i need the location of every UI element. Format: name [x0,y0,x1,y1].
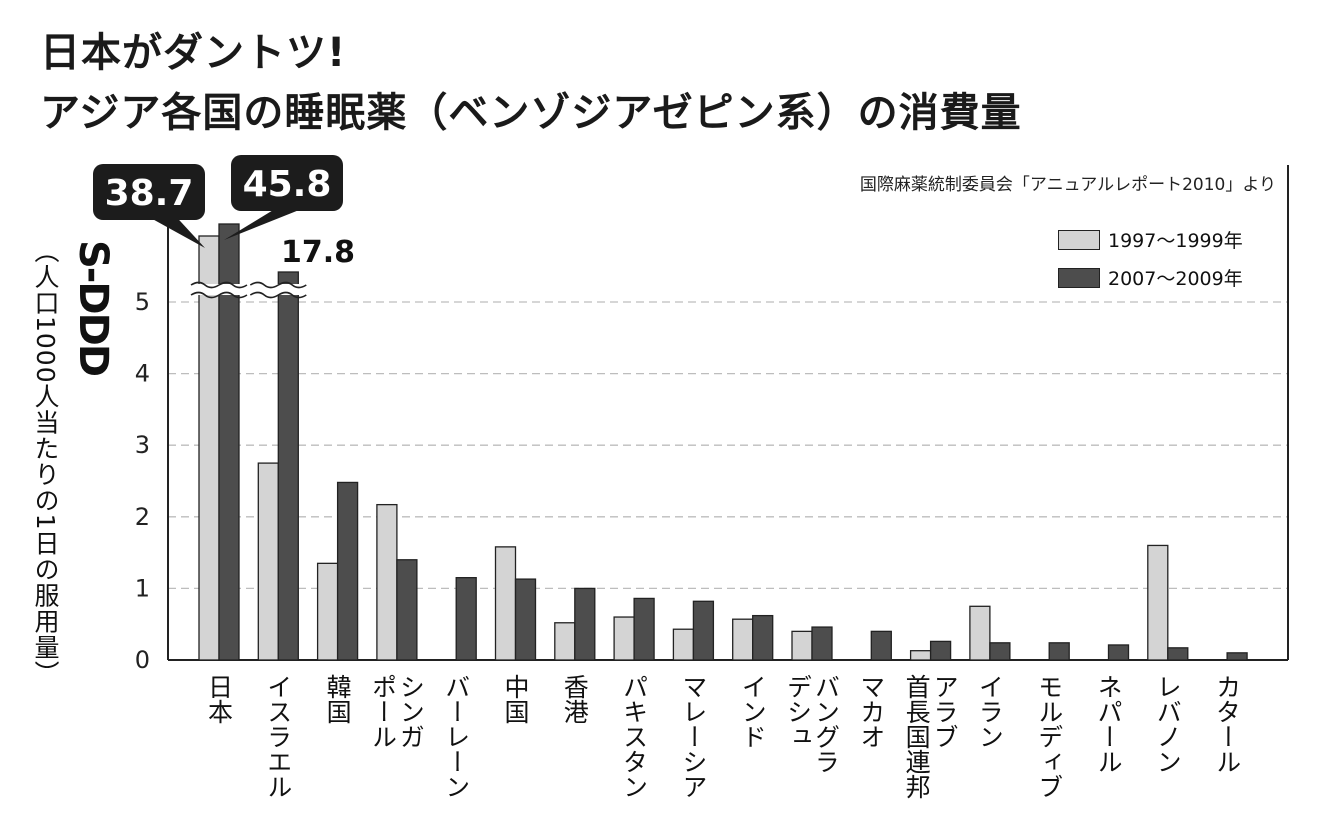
bar-series2 [218,223,240,661]
x-tick-label: バングラ [812,674,841,774]
axis-break-mark [249,281,307,289]
chart-title-line2: アジア各国の睡眠薬（ベンゾジアゼピン系）の消費量 [40,90,1022,136]
x-tick-label: イラン [975,674,1004,749]
x-tick-label: パキスタン [620,674,649,799]
bar-series2 [574,587,596,661]
bar-series1 [791,630,813,661]
x-tick-label: モルディブ [1035,674,1064,799]
bar-series2 [1107,644,1130,661]
x-tick-label: ポール [368,674,397,749]
bar-series1 [909,650,932,661]
bar-series2 [1226,652,1248,661]
bar-series1 [554,622,576,661]
y-tick-label: 1 [135,574,150,602]
bar-series2 [396,559,418,661]
bar-series2 [455,577,477,661]
axis-break-mark [249,291,307,299]
legend-item-series2: 2007〜2009年 [1058,264,1243,291]
callout-box [93,164,205,220]
y-tick-label: 3 [135,431,150,459]
callout-label: 45.8 [243,164,332,205]
bar-series2 [989,642,1011,661]
bar-series1 [969,605,991,661]
x-tick-label: 日本 [205,674,234,724]
bar-series2 [336,481,359,661]
legend-swatch-series1 [1058,229,1100,250]
bar-series1 [316,562,339,661]
bar-series1 [198,235,220,661]
chart-title-line1: 日本がダントツ! [40,30,347,76]
x-tick-label: 香港 [560,674,589,724]
x-tick-label: デシュ [784,674,813,749]
x-tick-label: 首長国連邦 [902,674,931,799]
bar-series2 [633,597,655,661]
axis-break-mark [190,291,248,299]
bar-series2 [811,626,833,661]
x-tick-label: マカオ [857,674,886,749]
x-tick-label: バーレーン [442,674,471,799]
axis-break-mark [190,281,248,289]
x-tick-label: イスラエル [264,674,293,799]
bar-series2 [870,630,892,661]
callout-pointer [143,214,205,248]
y-tick-label: 4 [135,360,150,388]
legend-item-series1: 1997〜1999年 [1058,226,1243,253]
callout-label: 38.7 [105,173,194,214]
bar-series2 [752,614,774,661]
bar-series1 [732,618,754,661]
bar-series2 [1167,647,1189,661]
bar-series2 [1048,642,1070,661]
bar-series1 [613,616,635,661]
callout-pointer [224,205,312,240]
legend-label-series2: 2007〜2009年 [1108,268,1243,290]
axis-break-gap [252,284,305,295]
y-tick-label: 2 [135,503,150,531]
legend-label-series1: 1997〜1999年 [1108,230,1243,252]
bar-series2 [514,578,537,661]
x-tick-label: 韓国 [323,674,352,724]
bar-series1 [1147,544,1169,661]
bar-series2 [929,640,952,661]
x-tick-label: 中国 [501,674,530,724]
x-tick-label: レバノン [1153,674,1182,774]
x-tick-label: ネパール [1094,674,1123,774]
x-tick-label: カタール [1213,674,1242,774]
bar-series1 [257,462,279,661]
legend-swatch-series2 [1058,267,1100,288]
bar-series2 [692,600,715,661]
source-note: 国際麻薬統制委員会「アニュアルレポート2010」より [859,175,1276,195]
bar-series2 [277,271,299,661]
y-axis-sublabel: （人口1000人当たりの1日の服用量） [31,238,60,687]
callout-box [231,155,343,211]
bar-series1 [376,503,398,661]
x-tick-label: インド [738,674,767,749]
y-tick-label: 5 [135,288,150,316]
bar-series1 [672,628,695,661]
x-tick-label: アラブ [930,674,959,749]
bar-series1 [494,546,517,661]
x-tick-label: シンガ [396,674,425,749]
x-tick-label: マレーシア [679,674,708,799]
value-label-israel-2007: 17.8 [281,235,355,270]
axis-break-gap [193,284,245,295]
y-tick-label: 0 [135,646,150,674]
y-axis-label: S-DDD [70,240,116,376]
